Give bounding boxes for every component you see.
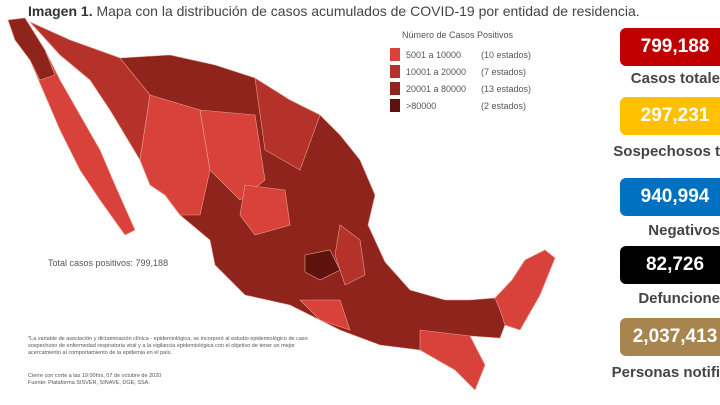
state [494,249,556,331]
legend-count: (10 estados) [481,49,532,60]
state [299,299,351,331]
legend-swatch [390,48,400,61]
stat-label: Casos totale [630,70,720,87]
legend-item: 20001 a 80000 (13 estados) [390,80,531,97]
legend-item: 10001 a 20000 (7 estados) [390,63,531,80]
state [334,224,366,286]
total: Total casos positivos: 799,188 [48,258,169,268]
state [304,249,341,281]
legend-swatch [390,65,400,78]
state [254,77,321,171]
map [7,17,556,391]
closing-date: Cierre con corte a las 19:00hrs, 07 de o… [28,373,162,379]
legend-count: (7 estados) [481,66,527,77]
stat-value: 82,726 [620,246,720,284]
stat-label: Defuncione [638,290,720,307]
state [419,329,486,391]
closing: Cierre con corte a las 19:00hrs, 07 de o… [28,373,161,387]
stat-value: 2,037,413 [620,318,720,356]
legend-range: 10001 a 20000 [406,66,467,77]
footnote: *La variable de asociación y dictaminaci… [28,336,308,356]
title-prefix: Imagen 1. [28,3,93,19]
stat-value: 799,188 [620,28,720,66]
legend-count: (2 estados) [481,100,527,111]
legend-range: 20001 a 80000 [406,83,467,94]
legend-swatch [390,99,400,112]
stat-label: Sospechosos t [613,143,720,160]
stat-label: Personas notifi [611,364,720,381]
state [7,17,56,81]
legend-swatch [390,82,400,95]
stat-value: 940,994 [620,178,720,216]
legend-title: Número de Casos Positivos [402,30,514,40]
source: Fuente: Plataforma SISVER, SINAVE, DGE, … [28,380,150,386]
state [139,94,211,216]
state [239,184,291,236]
legend-range: >80000 [406,100,437,111]
stat-label: Negativos [648,222,720,239]
legend-range: 5001 a 10000 [406,49,462,60]
legend-count: (13 estados) [481,83,532,94]
legend: Número de Casos Positivos 5001 a 10000 (1… [390,30,531,114]
title: Imagen 1. Mapa con la distribución de ca… [28,3,640,19]
legend-item: >80000 (2 estados) [390,97,531,114]
title-text: Mapa con la distribución de casos acumul… [96,3,640,19]
legend-item: 5001 a 10000 (10 estados) [390,46,531,63]
stat-value: 297,231 [620,97,720,135]
